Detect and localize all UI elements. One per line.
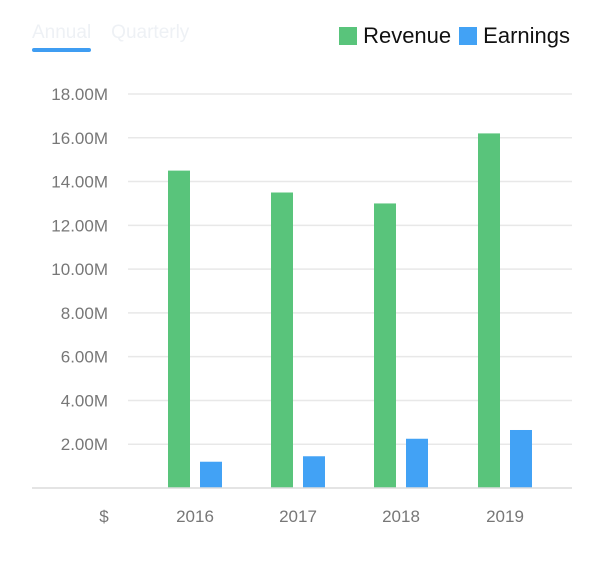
x-tick-label: 2017: [279, 507, 317, 526]
y-tick-label: 8.00M: [61, 304, 108, 323]
chart-legend: Revenue Earnings: [339, 23, 570, 49]
x-tick-label: 2019: [486, 507, 524, 526]
y-axis-unit-label: $: [99, 507, 109, 526]
bar-revenue-2017: [271, 192, 293, 488]
bar-earnings-2016: [200, 461, 222, 488]
x-tick-label: 2016: [176, 507, 214, 526]
bar-revenue-2019: [478, 133, 500, 488]
grid-lines: [128, 93, 572, 445]
y-tick-label: 12.00M: [51, 216, 108, 235]
x-axis-tick-labels: 2016 2017 2018 2019: [176, 507, 524, 526]
bar-revenue-2018: [374, 203, 396, 488]
bars: [168, 133, 532, 488]
x-tick-label: 2018: [382, 507, 420, 526]
y-tick-label: 4.00M: [61, 391, 108, 410]
legend-item-earnings[interactable]: Earnings: [459, 23, 570, 49]
y-tick-label: 14.00M: [51, 173, 108, 192]
legend-label-revenue: Revenue: [363, 23, 452, 48]
legend-swatch-revenue: [339, 27, 358, 45]
bar-earnings-2019: [510, 429, 532, 488]
y-axis-tick-labels: 2.00M 4.00M 6.00M 8.00M 10.00M 12.00M 14.00M 16…: [51, 85, 108, 454]
tab-quarterly[interactable]: Quarterly: [111, 22, 190, 43]
y-tick-label: 18.00M: [51, 85, 108, 104]
legend-item-revenue[interactable]: Revenue: [339, 23, 451, 49]
legend-label-earnings: Earnings: [483, 23, 570, 48]
y-tick-label: 10.00M: [51, 260, 108, 279]
bar-earnings-2017: [303, 456, 325, 488]
bar-earnings-2018: [406, 438, 428, 488]
tab-annual[interactable]: Annual: [32, 22, 92, 52]
y-tick-label: 2.00M: [61, 435, 108, 454]
period-tabs: Annual Quarterly: [32, 22, 190, 52]
legend-swatch-earnings: [459, 27, 478, 45]
y-tick-label: 6.00M: [61, 348, 108, 367]
bar-revenue-2016: [168, 170, 190, 488]
y-tick-label: 16.00M: [51, 129, 108, 148]
